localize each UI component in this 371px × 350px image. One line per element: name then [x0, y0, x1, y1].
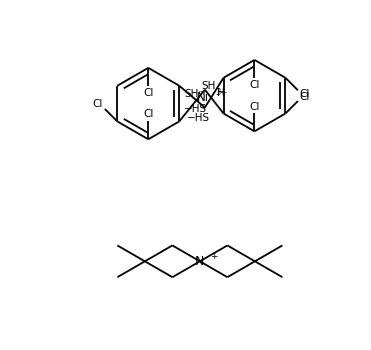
Text: H: H [217, 88, 224, 98]
Text: Cl: Cl [143, 110, 154, 119]
Text: −HS: −HS [187, 113, 210, 124]
Text: Cl: Cl [249, 80, 260, 90]
Text: Ni: Ni [197, 91, 209, 104]
Text: Cl: Cl [300, 92, 310, 102]
Text: Cl: Cl [300, 89, 310, 99]
Text: Cl: Cl [249, 102, 260, 112]
Text: 3+: 3+ [216, 88, 228, 97]
Text: Cl: Cl [93, 99, 103, 109]
Text: N: N [195, 255, 204, 268]
Text: +: + [210, 252, 217, 261]
Text: SH: SH [201, 81, 216, 91]
Text: Cl: Cl [143, 88, 154, 98]
Text: −HS: −HS [184, 104, 207, 113]
Text: SH⁻: SH⁻ [184, 89, 204, 99]
